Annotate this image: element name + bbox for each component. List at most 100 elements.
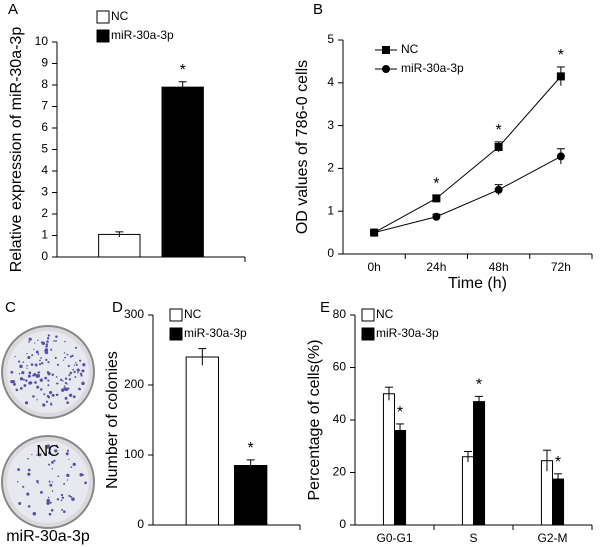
error-bar [542, 449, 551, 472]
legend-label: NC [184, 307, 202, 321]
legend-swatch [169, 308, 183, 322]
error-bar [246, 459, 255, 472]
error-bar [554, 473, 563, 485]
marker [556, 72, 565, 81]
y-tick-label: 0 [327, 246, 334, 260]
significance: * [476, 377, 482, 394]
error-bar [178, 81, 187, 93]
significance: * [397, 404, 403, 421]
legend-swatch [96, 29, 110, 43]
y-tick-label: 0 [339, 517, 346, 531]
panel-letter: B [313, 1, 323, 18]
bar [461, 456, 475, 526]
y-tick-label: 4 [327, 75, 334, 89]
y-tick-label: 10 [35, 34, 49, 48]
error-bar [115, 231, 124, 238]
bar [161, 86, 204, 258]
bar [473, 401, 486, 526]
legend-swatch [361, 308, 375, 322]
legend-label: miR-30a-3p [401, 61, 464, 75]
legend-label: NC [111, 9, 129, 23]
x-tick-label: 24h [426, 260, 446, 274]
marker [432, 194, 441, 203]
significance: * [248, 440, 254, 457]
legend-label: NC [401, 42, 419, 56]
y-tick-label: 1 [327, 203, 334, 217]
x-tick-label: G0-G1 [376, 531, 412, 545]
y-tick-label: 0 [137, 517, 144, 531]
bar [382, 393, 396, 526]
error-bar [198, 348, 207, 366]
y-tick-label: 5 [41, 142, 48, 156]
image-label: miR-30a-3p [6, 528, 90, 545]
bar [98, 233, 141, 258]
significance: * [180, 62, 186, 79]
bar [234, 465, 268, 526]
y-tick-label: 1 [41, 228, 48, 242]
legend-swatch [361, 327, 375, 341]
image-label: NC [36, 443, 59, 460]
y-tick-label: 3 [327, 118, 334, 132]
legend-marker [382, 46, 390, 54]
error-bar [396, 423, 405, 438]
legend-swatch [96, 10, 110, 24]
panel-letter: D [112, 299, 123, 316]
legend-label: miR-30a-3p [184, 326, 247, 340]
panel-letter: C [5, 299, 16, 316]
legend-marker [382, 65, 390, 73]
bar [185, 356, 220, 526]
y-tick-label: 60 [333, 360, 347, 374]
legend-swatch [169, 327, 183, 341]
y-tick-label: 300 [124, 307, 144, 321]
y-axis-label: OD values of 786-0 cells [294, 60, 311, 234]
y-tick-label: 3 [41, 185, 48, 199]
y-tick-label: 200 [124, 377, 144, 391]
error-bar [475, 395, 484, 407]
marker [556, 152, 565, 161]
marker [432, 212, 441, 221]
y-tick-label: 6 [41, 120, 48, 134]
error-bar [463, 451, 472, 462]
y-axis-label: Relative expression of miR-30a-3p [8, 27, 25, 273]
legend-label: miR-30a-3p [376, 326, 439, 340]
y-tick-label: 20 [333, 465, 347, 479]
x-tick-label: 48h [489, 260, 509, 274]
x-tick-label: 72h [551, 260, 571, 274]
y-tick-label: 4 [41, 163, 48, 177]
marker [370, 228, 379, 237]
y-axis-label: Number of colonies [104, 351, 121, 489]
y-tick-label: 0 [41, 249, 48, 263]
x-axis-label: Time (h) [448, 275, 507, 292]
x-tick-label: 0h [367, 260, 380, 274]
marker [494, 143, 503, 151]
panel-letter: A [8, 1, 18, 18]
legend-label: miR-30a-3p [111, 28, 174, 42]
significance: * [558, 47, 564, 64]
y-tick-label: 2 [327, 161, 334, 175]
legend-label: NC [376, 307, 394, 321]
bar [552, 478, 565, 526]
y-tick-label: 100 [124, 447, 144, 461]
y-tick-label: 9 [41, 56, 48, 70]
error-bar [384, 386, 393, 401]
series-line [373, 76, 562, 234]
y-tick-label: 40 [333, 412, 347, 426]
y-tick-label: 5 [327, 32, 334, 46]
y-tick-label: 7 [41, 99, 48, 113]
marker [494, 185, 503, 194]
y-tick-label: 80 [333, 307, 347, 321]
significance: * [433, 176, 439, 193]
series-line [374, 155, 562, 234]
panel-letter: E [320, 299, 330, 316]
x-tick-label: G2-M [538, 531, 568, 545]
significance: * [555, 454, 561, 471]
y-tick-label: 8 [41, 77, 48, 91]
bar [394, 430, 407, 526]
y-tick-label: 2 [41, 206, 48, 220]
y-axis-label: Percentage of cells(%) [306, 340, 323, 501]
significance: * [496, 122, 502, 139]
dishes [1, 325, 95, 529]
x-tick-label: S [469, 531, 477, 545]
